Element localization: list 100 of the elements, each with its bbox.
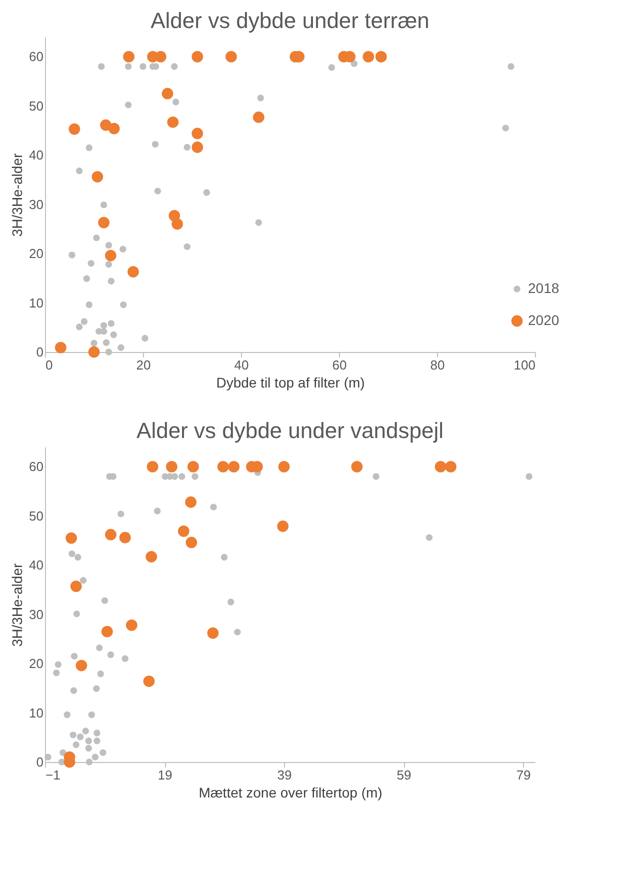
point (70, 732, 76, 738)
x-tick-label: 19 (158, 768, 172, 782)
point (70, 687, 78, 694)
point (96, 644, 103, 652)
point (257, 94, 264, 102)
y-tick-label: 0 (36, 754, 44, 770)
point (228, 461, 240, 472)
point (124, 102, 132, 108)
x-tick-label: 0 (46, 358, 53, 372)
point (107, 651, 114, 658)
point (178, 473, 186, 480)
point (146, 461, 158, 472)
y-tick-label: 60 (29, 49, 44, 64)
point (92, 171, 104, 182)
point (278, 461, 290, 472)
point (94, 730, 100, 736)
point (426, 534, 433, 541)
point (105, 261, 112, 268)
y-tick-label: 40 (29, 558, 44, 573)
point (226, 51, 237, 62)
point (372, 473, 380, 480)
point (119, 532, 131, 544)
point (100, 201, 108, 208)
point (68, 252, 76, 258)
point (128, 266, 139, 278)
point (100, 749, 106, 756)
legend-label: 2018 (528, 280, 560, 296)
x-tick-label: 39 (277, 768, 292, 782)
point (105, 242, 112, 249)
point (207, 627, 219, 639)
point (86, 301, 92, 308)
point (88, 346, 100, 358)
point (101, 597, 108, 604)
point (105, 348, 112, 356)
point (54, 661, 62, 668)
point (508, 63, 514, 70)
point (154, 508, 161, 514)
point (93, 234, 100, 242)
point (90, 340, 98, 346)
point (192, 51, 204, 62)
point (76, 734, 84, 740)
x-tick-label: 80 (430, 358, 445, 372)
point (98, 63, 105, 70)
point (124, 63, 132, 70)
point (108, 320, 115, 327)
point (97, 670, 104, 678)
point (172, 218, 183, 230)
point (64, 711, 70, 718)
point (172, 98, 180, 106)
x-tick-label: 59 (396, 768, 412, 782)
point (102, 339, 110, 346)
y-tick-label: 50 (29, 508, 44, 524)
point (88, 711, 95, 718)
point (154, 188, 162, 194)
point (192, 473, 198, 480)
point (108, 122, 120, 134)
y-tick-label: 30 (29, 606, 44, 622)
y-tick-label: 0 (36, 344, 44, 360)
point (171, 63, 178, 70)
point (192, 142, 204, 153)
point (93, 685, 100, 692)
y-tick-label: 10 (29, 295, 44, 310)
point (277, 520, 289, 532)
x-axis-title: Mættet zone over filtertop (m) (198, 784, 382, 800)
point (502, 124, 509, 132)
point (66, 532, 77, 544)
point (85, 737, 92, 744)
point (171, 473, 178, 480)
point (252, 112, 264, 123)
point (86, 758, 93, 766)
point (220, 554, 228, 561)
point (60, 749, 66, 756)
x-tick-label: 20 (136, 358, 151, 372)
point (100, 322, 108, 329)
chart-title: Alder vs dybde under vandspejl (136, 418, 444, 443)
point (74, 554, 82, 561)
point (88, 260, 94, 267)
point (123, 51, 134, 62)
y-tick-label: 20 (29, 656, 44, 672)
point (44, 754, 52, 760)
point (70, 652, 78, 660)
point (118, 344, 124, 351)
point (105, 528, 116, 540)
point (227, 598, 234, 606)
y-tick-label: 10 (29, 705, 44, 720)
point (146, 551, 158, 562)
point (54, 342, 66, 354)
point (68, 550, 76, 558)
point (184, 243, 190, 250)
point (142, 334, 148, 342)
legend-label: 2020 (528, 312, 560, 328)
y-tick-label: 60 (29, 459, 44, 474)
point (162, 88, 174, 100)
y-tick-label: 50 (29, 98, 44, 114)
point (118, 510, 124, 518)
point (72, 741, 80, 748)
point (375, 51, 387, 62)
point (203, 189, 210, 196)
point (526, 473, 532, 480)
point (82, 728, 89, 734)
